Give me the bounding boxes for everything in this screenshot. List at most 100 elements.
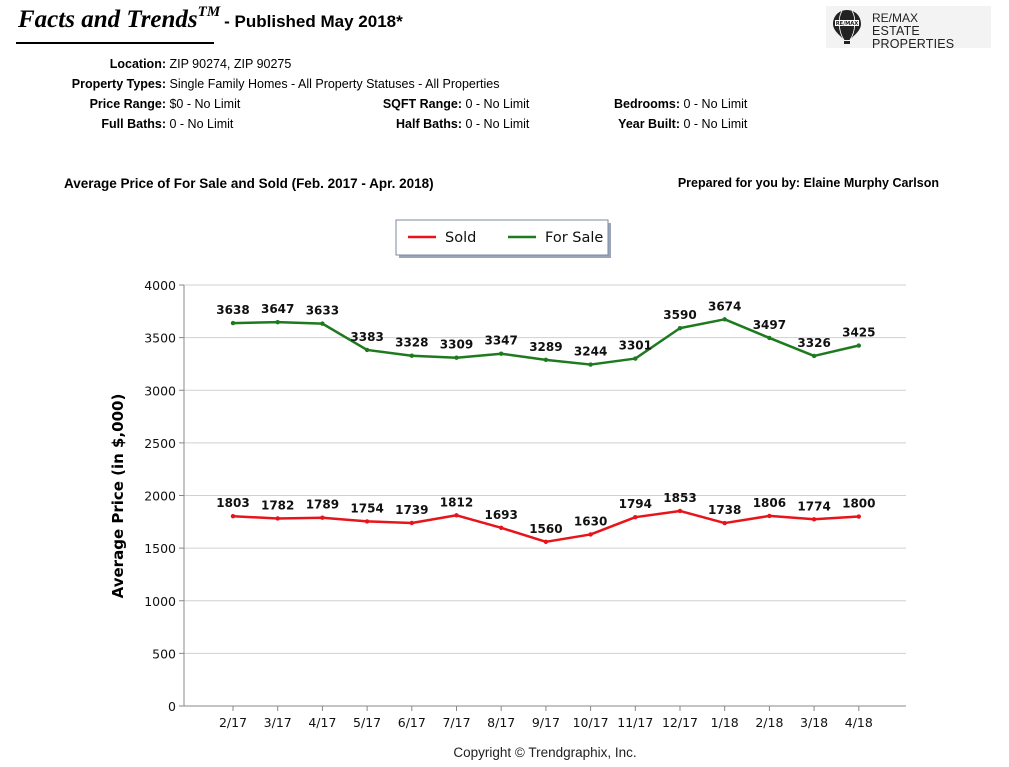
x-tick-label: 2/17 [219,715,247,730]
criteria-bedrooms: Bedrooms: 0 - No Limit [614,97,748,111]
y-tick-label: 2000 [144,489,176,504]
data-label: 1754 [350,501,383,515]
data-point [856,514,861,519]
x-tick-label: 9/17 [532,715,560,730]
x-tick-label: 2/18 [755,715,783,730]
x-tick-label: 11/17 [617,715,653,730]
data-point [275,516,280,521]
y-tick-label: 2500 [144,436,176,451]
data-label: 1812 [440,495,473,509]
data-point [811,517,817,522]
data-point [588,532,593,537]
criteria-year-built: Year Built: 0 - No Limit [618,117,748,131]
data-label: 1693 [484,508,517,522]
data-point [230,514,236,519]
logo-line2: ESTATE PROPERTIES [872,24,955,51]
data-label: 1738 [708,503,741,517]
data-label: 3383 [350,330,383,344]
criteria-half-baths: Half Baths: 0 - No Limit [396,117,530,131]
balloon-text: RE/MAX [836,21,859,27]
data-point [811,353,817,359]
data-point [767,513,772,519]
criteria-price-range: Price Range: $0 - No Limit [89,97,241,111]
brand-title: Facts and TrendsTM [18,4,221,33]
x-tick-label: 6/17 [398,715,426,730]
data-point [722,520,727,526]
data-label: 3647 [261,302,294,316]
criteria-property-types: Property Types: Single Family Homes - Al… [71,77,500,91]
x-tick-label: 3/17 [264,715,292,730]
y-tick-label: 500 [152,646,176,661]
legend-label-1: For Sale [545,230,603,246]
chart-title: Average Price of For Sale and Sold (Feb.… [64,176,434,191]
y-tick-label: 1500 [144,541,176,556]
data-label: 1774 [797,499,830,513]
data-point [499,351,504,356]
data-point [677,508,683,514]
prepared-by: Prepared for you by: Elaine Murphy Carls… [677,176,939,190]
data-point [633,514,638,520]
y-tick-label: 4000 [144,278,176,293]
data-point [409,353,414,358]
data-point [409,520,414,526]
data-point [499,525,504,531]
x-tick-label: 4/17 [308,715,336,730]
y-tick-label: 3500 [144,331,176,346]
criteria-sqft-range: SQFT Range: 0 - No Limit [382,97,530,111]
legend-label-0: Sold [445,230,476,246]
data-label: 3497 [753,318,786,332]
data-label: 3301 [619,339,652,353]
data-label: 1630 [574,514,607,528]
data-point [454,513,459,518]
data-label: 1853 [663,491,696,505]
data-point [588,362,593,367]
data-point [856,343,861,348]
data-point [320,515,325,520]
data-label: 3590 [663,308,696,322]
x-tick-label: 3/18 [800,715,828,730]
data-label: 3326 [797,336,830,350]
x-tick-label: 8/17 [487,715,515,730]
x-tick-label: 7/17 [442,715,470,730]
y-axis-label: Average Price (in $,000) [109,394,127,599]
data-label: 1803 [216,496,249,510]
report-header: Facts and TrendsTM - Published May 2018* [18,4,403,34]
data-point [633,356,638,361]
data-label: 1794 [619,497,652,511]
data-point [364,347,370,353]
data-point [454,355,459,360]
remax-logo: RE/MAX RE/MAX ESTATE PROPERTIES [826,6,991,51]
data-label: 3347 [484,334,517,348]
data-label: 3328 [395,336,428,350]
data-point [230,320,236,326]
x-tick-label: 12/17 [662,715,698,730]
y-tick-label: 0 [168,699,176,714]
brand-underline [16,42,214,44]
x-tick-label: 10/17 [573,715,609,730]
data-label: 3674 [708,299,741,313]
data-point [722,317,727,322]
data-point [364,519,370,524]
criteria-full-baths: Full Baths: 0 - No Limit [101,117,234,131]
data-label: 1789 [306,498,339,512]
data-label: 3425 [842,326,875,340]
data-point [320,321,325,326]
data-label: 3244 [574,345,607,359]
hot-air-balloon-icon: RE/MAX [833,10,861,44]
data-label: 1560 [529,522,562,536]
data-label: 3309 [440,338,473,352]
data-point [767,335,772,341]
published-date: - Published May 2018* [224,12,403,31]
data-label: 1782 [261,498,294,512]
data-point [677,325,683,331]
criteria-location: Location: ZIP 90274, ZIP 90275 [109,57,292,71]
data-point [275,319,280,325]
data-point [543,357,549,363]
x-tick-label: 1/18 [711,715,739,730]
data-point [543,539,549,545]
data-label: 1806 [753,496,786,510]
logo-line1: RE/MAX [872,11,919,25]
data-label: 3633 [306,304,339,318]
x-tick-label: 5/17 [353,715,381,730]
